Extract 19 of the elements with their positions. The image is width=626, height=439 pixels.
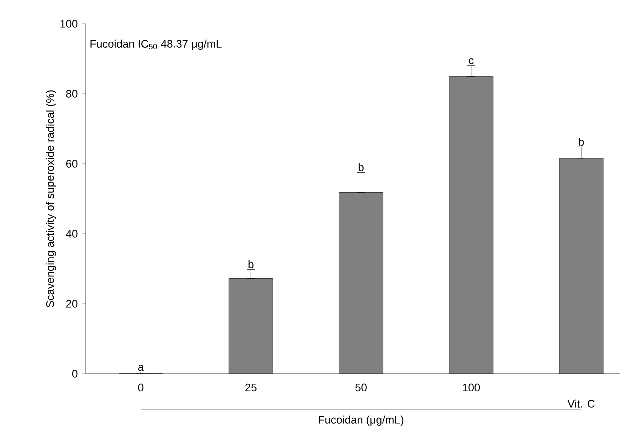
annotation: c [469, 58, 474, 64]
x-tick-label: 50 [356, 384, 367, 392]
y-tick-label: 40 [66, 230, 78, 238]
y-tick-label: 20 [66, 300, 78, 308]
y-axis-title: Scavenging activity of superoxide radical (%) [46, 90, 56, 308]
annotation: b [579, 138, 584, 146]
annotation: Fucoidan IC$_{50}$ 48.37 μg/mL [90, 40, 222, 50]
y-tick-label: 60 [66, 160, 78, 168]
x-tick-label: 0 [138, 384, 144, 392]
y-tick-label: 80 [66, 90, 78, 98]
annotation: a [138, 365, 144, 372]
y-tick-label: 0 [72, 370, 78, 378]
annotation: b [248, 260, 254, 268]
x-axis-title: Fucoidan (μg/mL) [319, 416, 404, 426]
annotation: b [358, 164, 364, 172]
y-tick-label: 100 [60, 20, 78, 28]
x-tick-label: 100 [463, 384, 480, 392]
x-tick-label: 25 [246, 384, 257, 392]
x-tick-label: Vit. C [568, 400, 595, 408]
